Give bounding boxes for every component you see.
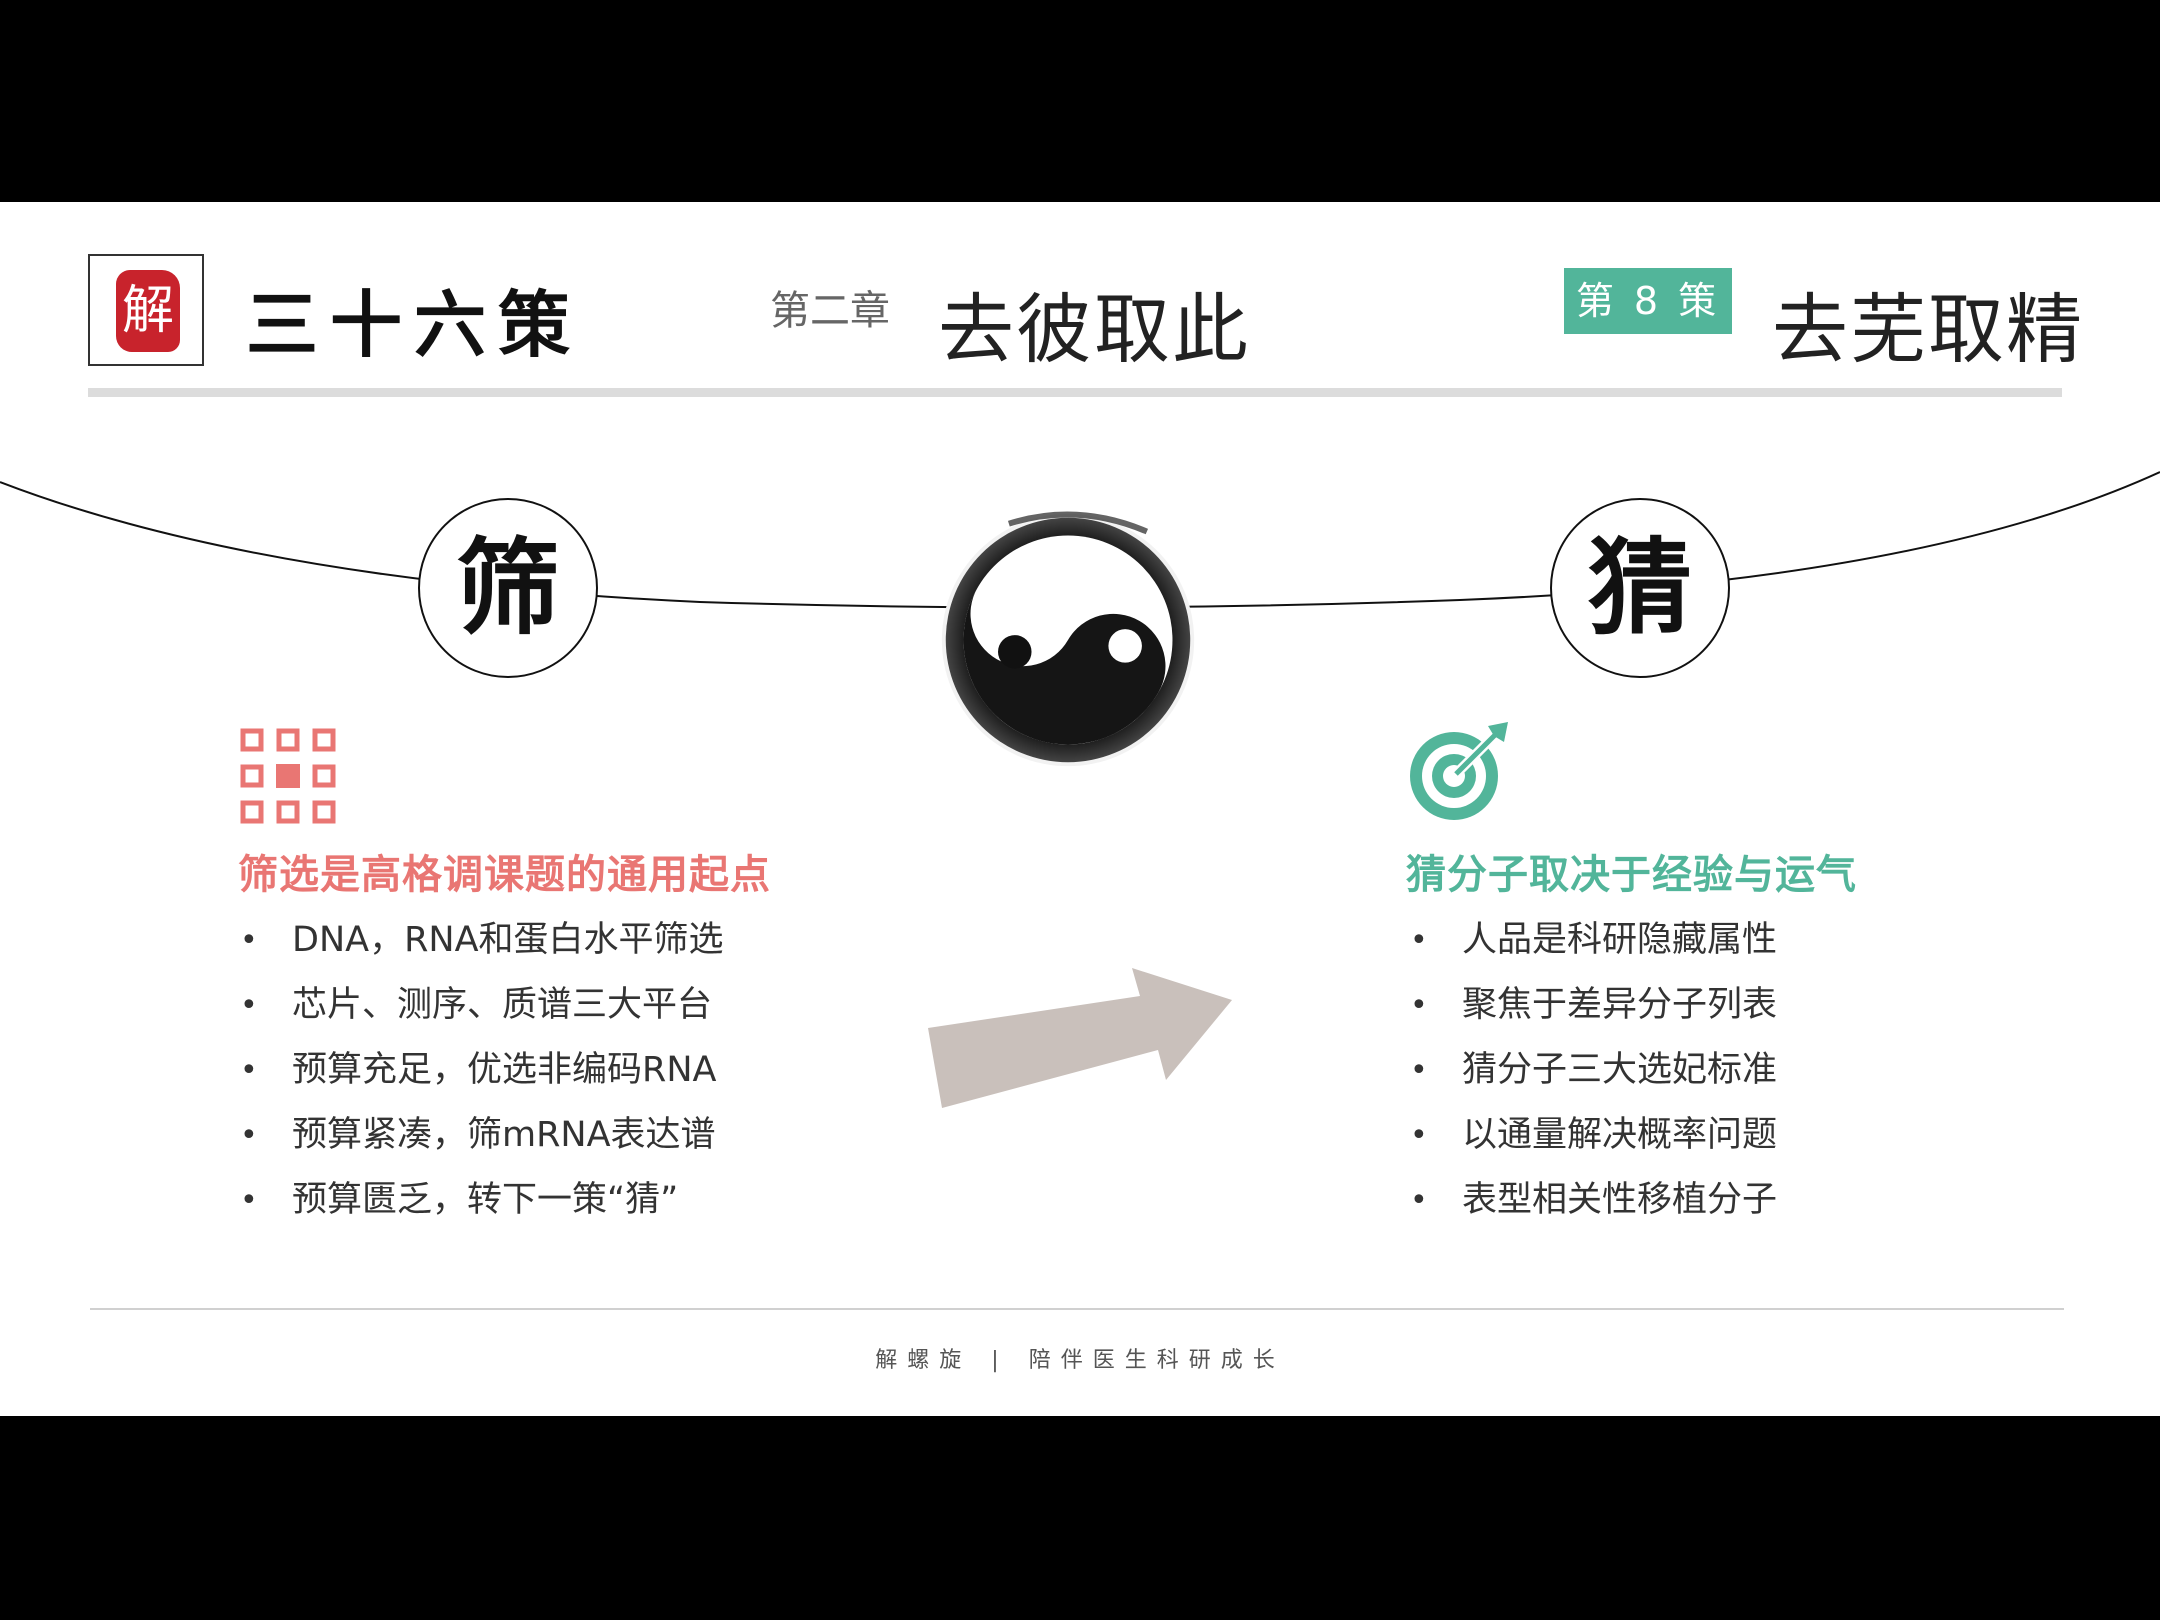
logo-box: 解 <box>88 254 204 366</box>
list-item: 预算匮乏，转下一策“猜” <box>240 1168 724 1233</box>
header-divider <box>88 388 2062 397</box>
list-item: 表型相关性移植分子 <box>1410 1168 1777 1233</box>
screen-bullet-list: DNA，RNA和蛋白水平筛选 芯片、测序、质谱三大平台 预算充足，优选非编码RN… <box>240 908 724 1233</box>
list-item: 预算充足，优选非编码RNA <box>240 1038 724 1103</box>
list-item: 聚焦于差异分子列表 <box>1410 973 1777 1038</box>
list-item: 芯片、测序、质谱三大平台 <box>240 973 724 1038</box>
list-item: 猜分子三大选妃标准 <box>1410 1038 1777 1103</box>
list-item: 人品是科研隐藏属性 <box>1410 908 1777 973</box>
list-item: DNA，RNA和蛋白水平筛选 <box>240 908 724 973</box>
slide: 解 三十六策 第二章 去彼取此 第 8 策 去芜取精 筛 猜 <box>0 202 2160 1416</box>
guess-bullet-list: 人品是科研隐藏属性 聚焦于差异分子列表 猜分子三大选妃标准 以通量解决概率问题 … <box>1410 908 1777 1233</box>
yin-yang-icon <box>941 511 1195 767</box>
footer-separator: | <box>991 1348 1009 1373</box>
chapter-title: 去彼取此 <box>938 285 1250 374</box>
list-item: 预算紧凑，筛mRNA表达谱 <box>240 1103 724 1168</box>
strategy-badge: 第 8 策 <box>1564 268 1732 334</box>
footer-divider <box>90 1308 2064 1310</box>
footer-brand: 解螺旋 <box>875 1348 972 1373</box>
screen-char-circle: 筛 <box>418 498 598 678</box>
strategy-title: 去芜取精 <box>1772 285 2084 374</box>
footer-slogan: 陪伴医生科研成长 <box>1028 1348 1285 1373</box>
guess-char-circle: 猜 <box>1550 498 1730 678</box>
target-icon <box>1410 722 1508 820</box>
brand-title: 三十六策 <box>246 282 583 367</box>
seal-logo: 解 <box>116 270 180 352</box>
chapter-label: 第二章 <box>770 288 890 334</box>
grid-icon <box>240 728 336 824</box>
footer: 解螺旋 | 陪伴医生科研成长 <box>0 1342 2160 1374</box>
screen-column-title: 筛选是高格调课题的通用起点 <box>238 852 771 898</box>
list-item: 以通量解决概率问题 <box>1410 1103 1777 1168</box>
arrow-right-icon <box>928 968 1232 1108</box>
guess-column-title: 猜分子取决于经验与运气 <box>1406 852 1857 898</box>
